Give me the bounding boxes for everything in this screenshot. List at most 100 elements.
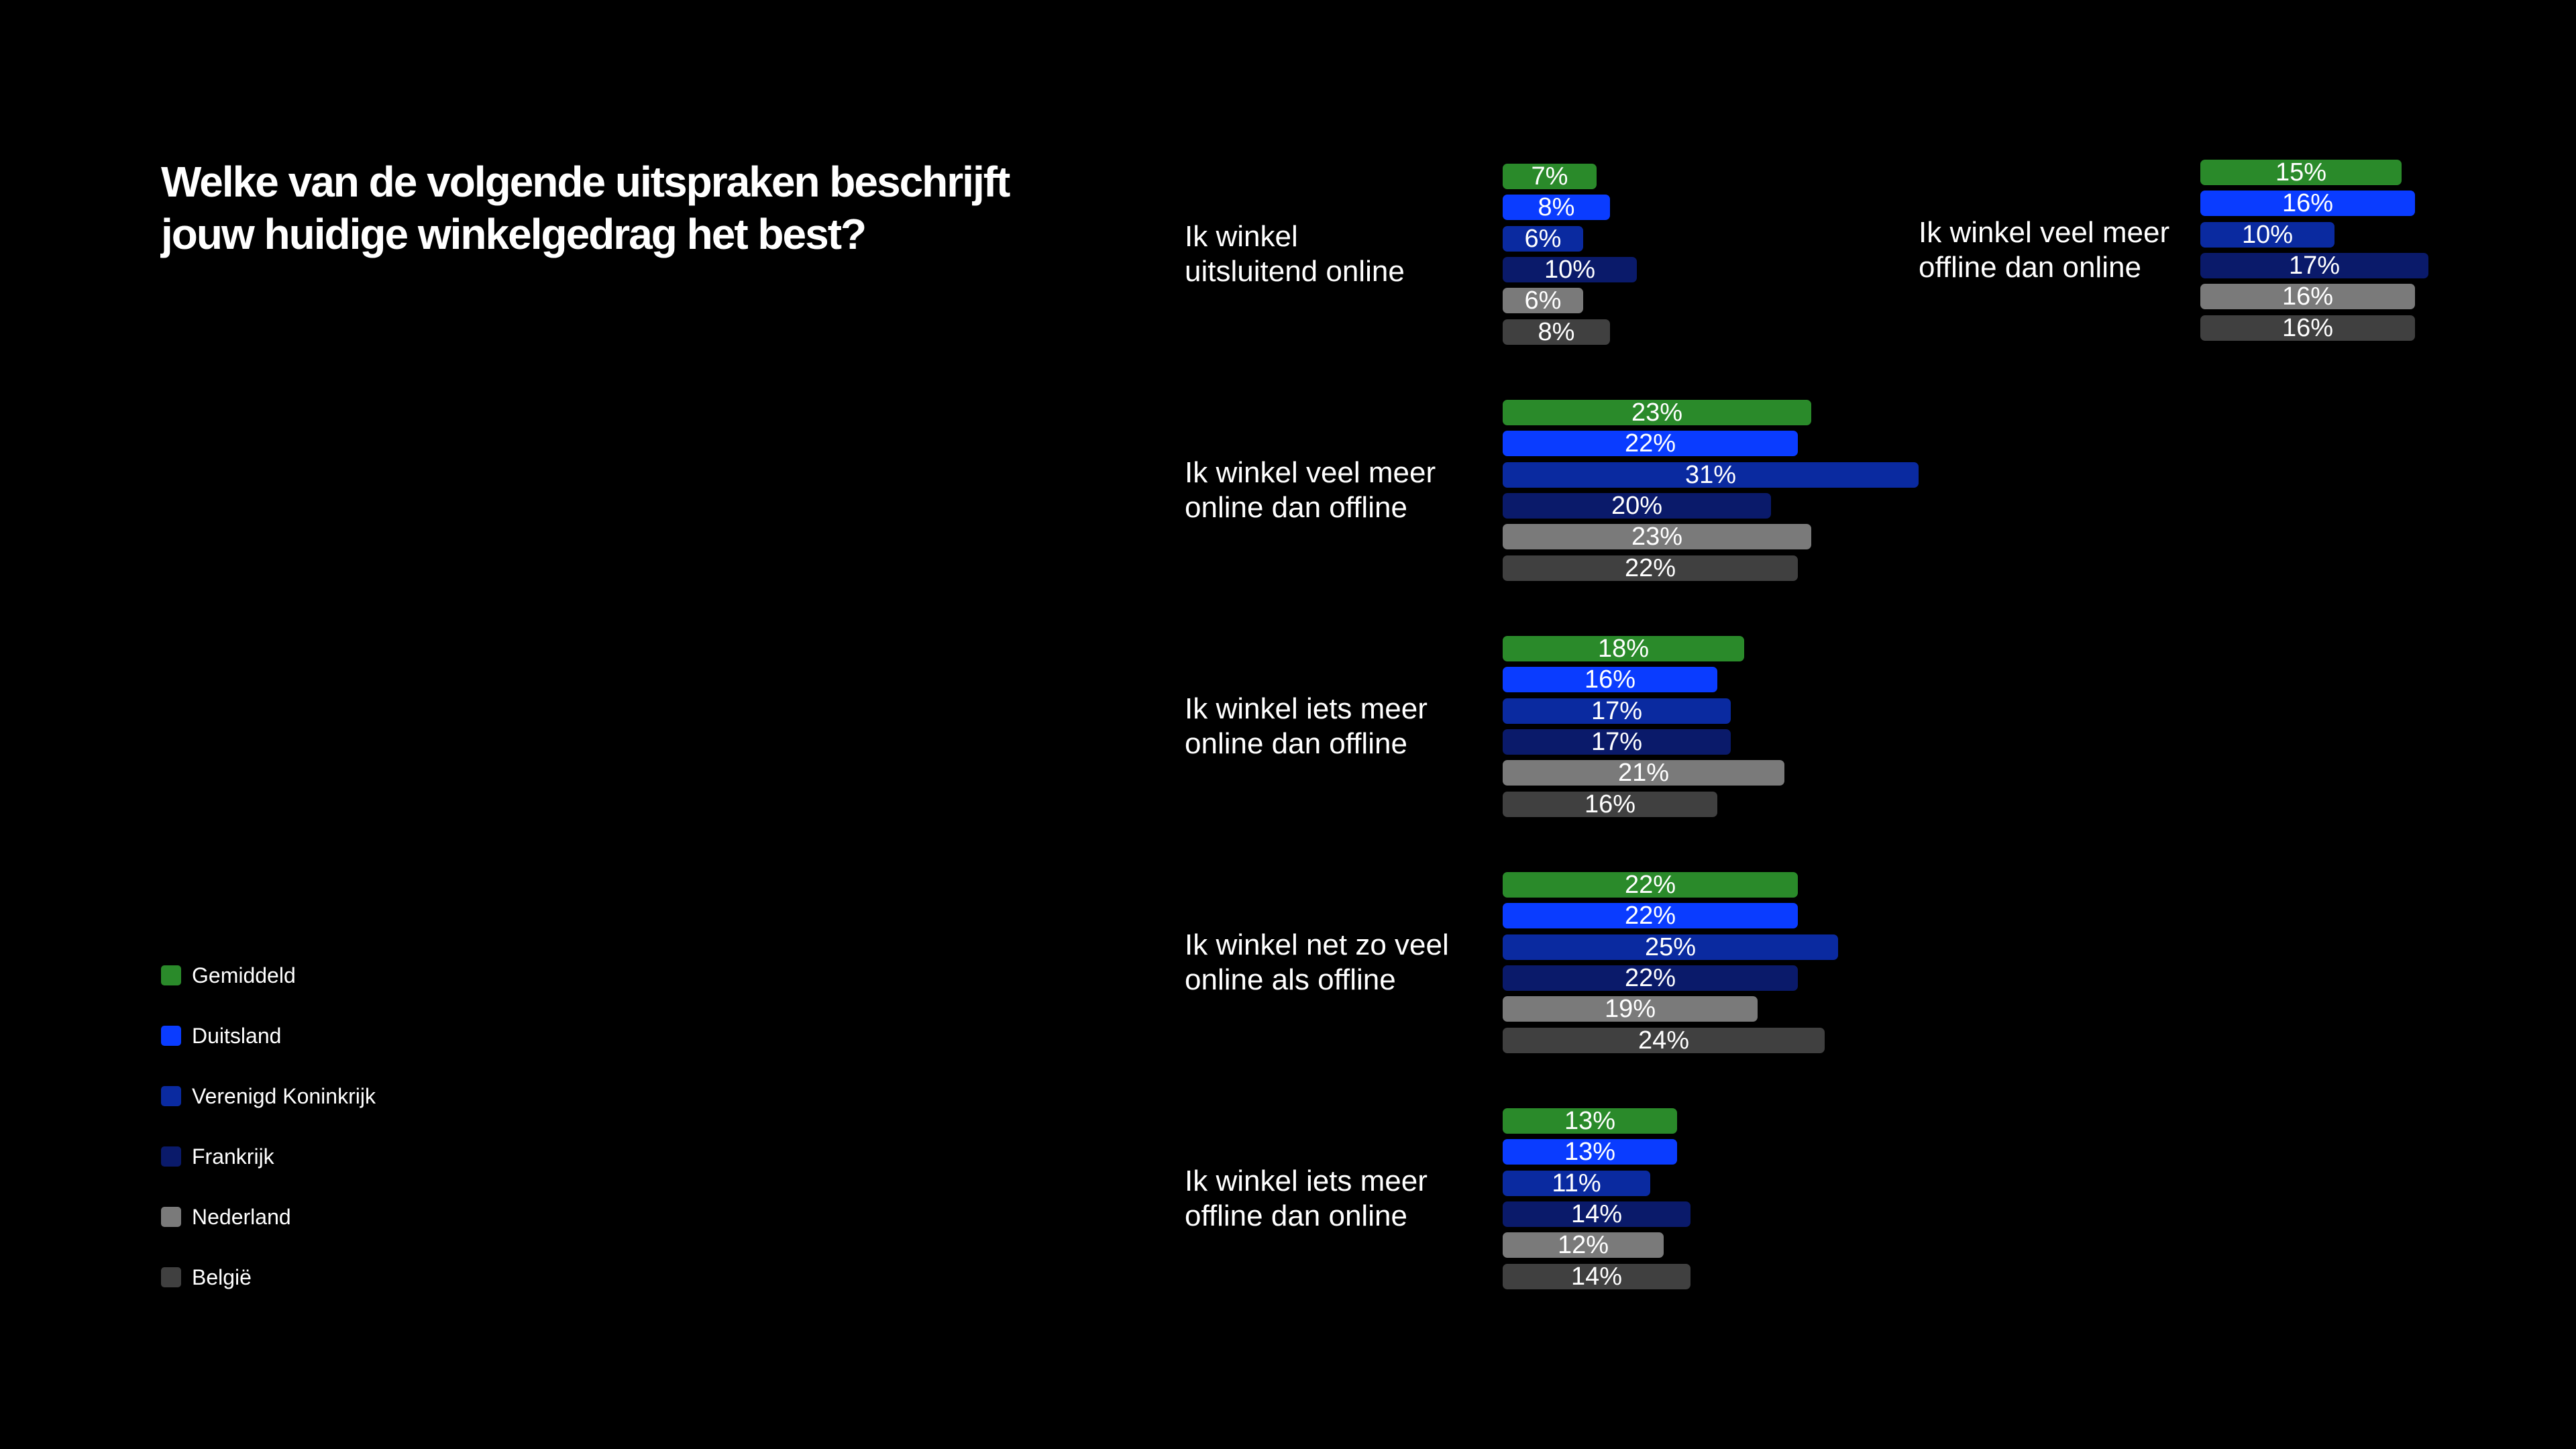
bar bbox=[1503, 1139, 1677, 1165]
bar-value-label: 13% bbox=[1564, 1138, 1616, 1167]
bar bbox=[1503, 555, 1798, 581]
bar bbox=[2200, 221, 2334, 248]
group-label-line: online dan offline bbox=[1185, 490, 1407, 524]
bar bbox=[2200, 191, 2415, 217]
bar-value-label: 17% bbox=[2288, 251, 2341, 280]
bar bbox=[1503, 698, 1731, 724]
chart-title-line-1: Welke van de volgende uitspraken beschri… bbox=[161, 158, 1010, 206]
bar bbox=[1503, 996, 1758, 1022]
legend-swatch bbox=[161, 965, 181, 985]
bar bbox=[1503, 1027, 1825, 1053]
bar bbox=[1503, 791, 1717, 817]
bar-value-label: 23% bbox=[1631, 398, 1683, 427]
bar-value-label: 6% bbox=[1524, 224, 1562, 253]
bar-value-label: 8% bbox=[1538, 317, 1575, 346]
legend-item: Verenigd Koninkrijk bbox=[161, 1083, 631, 1110]
bar-value-label: 23% bbox=[1631, 523, 1683, 551]
bar-value-label: 10% bbox=[2241, 220, 2294, 249]
bar bbox=[1503, 195, 1610, 221]
group-label-line: online als offline bbox=[1185, 963, 1396, 996]
bar-value-label: 20% bbox=[1611, 491, 1663, 520]
bar-value-label: 22% bbox=[1624, 429, 1676, 458]
group-label-line: Ik winkel bbox=[1185, 219, 1298, 253]
legend-label: Verenigd Koninkrijk bbox=[192, 1084, 376, 1108]
group-label: Ik winkel net zo veel online als offline bbox=[1185, 928, 1507, 998]
legend-item: Gemiddeld bbox=[161, 962, 631, 989]
bar bbox=[1503, 288, 1583, 314]
chart-title-line-2: jouw huidige winkelgedrag het best? bbox=[161, 210, 867, 258]
group-label-line: online dan offline bbox=[1185, 727, 1407, 760]
bar-value-label: 7% bbox=[1531, 162, 1568, 191]
legend-swatch bbox=[161, 1267, 181, 1287]
bar bbox=[1503, 164, 1597, 189]
bar-value-label: 22% bbox=[1624, 963, 1676, 992]
legend-item: Nederland bbox=[161, 1203, 631, 1230]
bar-value-label: 31% bbox=[1684, 460, 1737, 489]
bar bbox=[1503, 965, 1798, 991]
legend-label: Frankrijk bbox=[192, 1144, 274, 1169]
bar bbox=[1503, 400, 1811, 425]
legend-swatch bbox=[161, 1207, 181, 1227]
legend-item: Frankrijk bbox=[161, 1143, 631, 1170]
bar bbox=[1503, 729, 1731, 755]
bar bbox=[1503, 760, 1784, 786]
bar bbox=[1503, 431, 1798, 457]
legend-swatch bbox=[161, 1146, 181, 1167]
group-label-line: offline dan online bbox=[1919, 250, 2141, 284]
bar bbox=[2200, 160, 2402, 185]
group-label: Ik winkel veel meer online dan offline bbox=[1185, 455, 1507, 525]
chart-legend: Gemiddeld Duitsland Verenigd Koninkrijk Fra… bbox=[161, 962, 631, 1324]
bar-value-label: 6% bbox=[1524, 286, 1562, 315]
bar bbox=[1503, 225, 1583, 252]
bar-value-label: 16% bbox=[2282, 189, 2334, 218]
bar bbox=[1503, 1232, 1664, 1258]
bar bbox=[2200, 284, 2415, 310]
bar bbox=[1503, 319, 1610, 345]
bar-value-label: 14% bbox=[1570, 1262, 1623, 1291]
bar-value-label: 16% bbox=[2282, 282, 2334, 311]
group-label-line: Ik winkel iets meer bbox=[1185, 692, 1428, 725]
group-label: Ik winkel uitsluitend online bbox=[1185, 219, 1507, 289]
bar-value-label: 17% bbox=[1591, 727, 1643, 756]
bar bbox=[1503, 462, 1919, 488]
chart-title: Welke van de volgende uitspraken beschri… bbox=[161, 156, 1100, 260]
group-label-line: Ik winkel iets meer bbox=[1185, 1164, 1428, 1197]
bar-value-label: 14% bbox=[1570, 1199, 1623, 1228]
bar bbox=[1503, 1201, 1690, 1227]
bar-value-label: 17% bbox=[1591, 696, 1643, 725]
group-label: Ik winkel veel meer offline dan online bbox=[1919, 215, 2241, 285]
bar bbox=[2200, 315, 2415, 341]
bar bbox=[1503, 1263, 1690, 1289]
group-label-line: Ik winkel veel meer bbox=[1185, 455, 1436, 489]
legend-label: België bbox=[192, 1265, 252, 1289]
bar bbox=[2200, 252, 2428, 278]
bar-value-label: 13% bbox=[1564, 1107, 1616, 1135]
legend-item: Duitsland bbox=[161, 1022, 631, 1049]
legend-label: Duitsland bbox=[192, 1024, 282, 1048]
bar-value-label: 16% bbox=[1584, 790, 1636, 818]
bar bbox=[1503, 1170, 1650, 1196]
bar-value-label: 8% bbox=[1538, 193, 1575, 222]
group-label: Ik winkel iets meer online dan offline bbox=[1185, 692, 1507, 761]
legend-item: België bbox=[161, 1264, 631, 1291]
bar bbox=[1503, 492, 1771, 519]
group-label: Ik winkel iets meer offline dan online bbox=[1185, 1164, 1507, 1234]
legend-swatch bbox=[161, 1086, 181, 1106]
bar bbox=[1503, 934, 1838, 960]
bar-value-label: 22% bbox=[1624, 871, 1676, 899]
bar-value-label: 15% bbox=[2275, 158, 2327, 186]
bar-value-label: 18% bbox=[1597, 635, 1650, 663]
bar-value-label: 10% bbox=[1544, 255, 1596, 284]
bar-value-label: 12% bbox=[1557, 1231, 1609, 1260]
bar-value-label: 21% bbox=[1617, 759, 1670, 788]
bar bbox=[1503, 903, 1798, 929]
bar-value-label: 22% bbox=[1624, 902, 1676, 930]
bar bbox=[1503, 667, 1717, 693]
bar-value-label: 22% bbox=[1624, 553, 1676, 582]
group-label-line: offline dan online bbox=[1185, 1199, 1407, 1232]
bar-value-label: 24% bbox=[1638, 1026, 1690, 1055]
bar bbox=[1503, 1108, 1677, 1134]
bar bbox=[1503, 256, 1637, 282]
bar-value-label: 25% bbox=[1644, 932, 1697, 961]
